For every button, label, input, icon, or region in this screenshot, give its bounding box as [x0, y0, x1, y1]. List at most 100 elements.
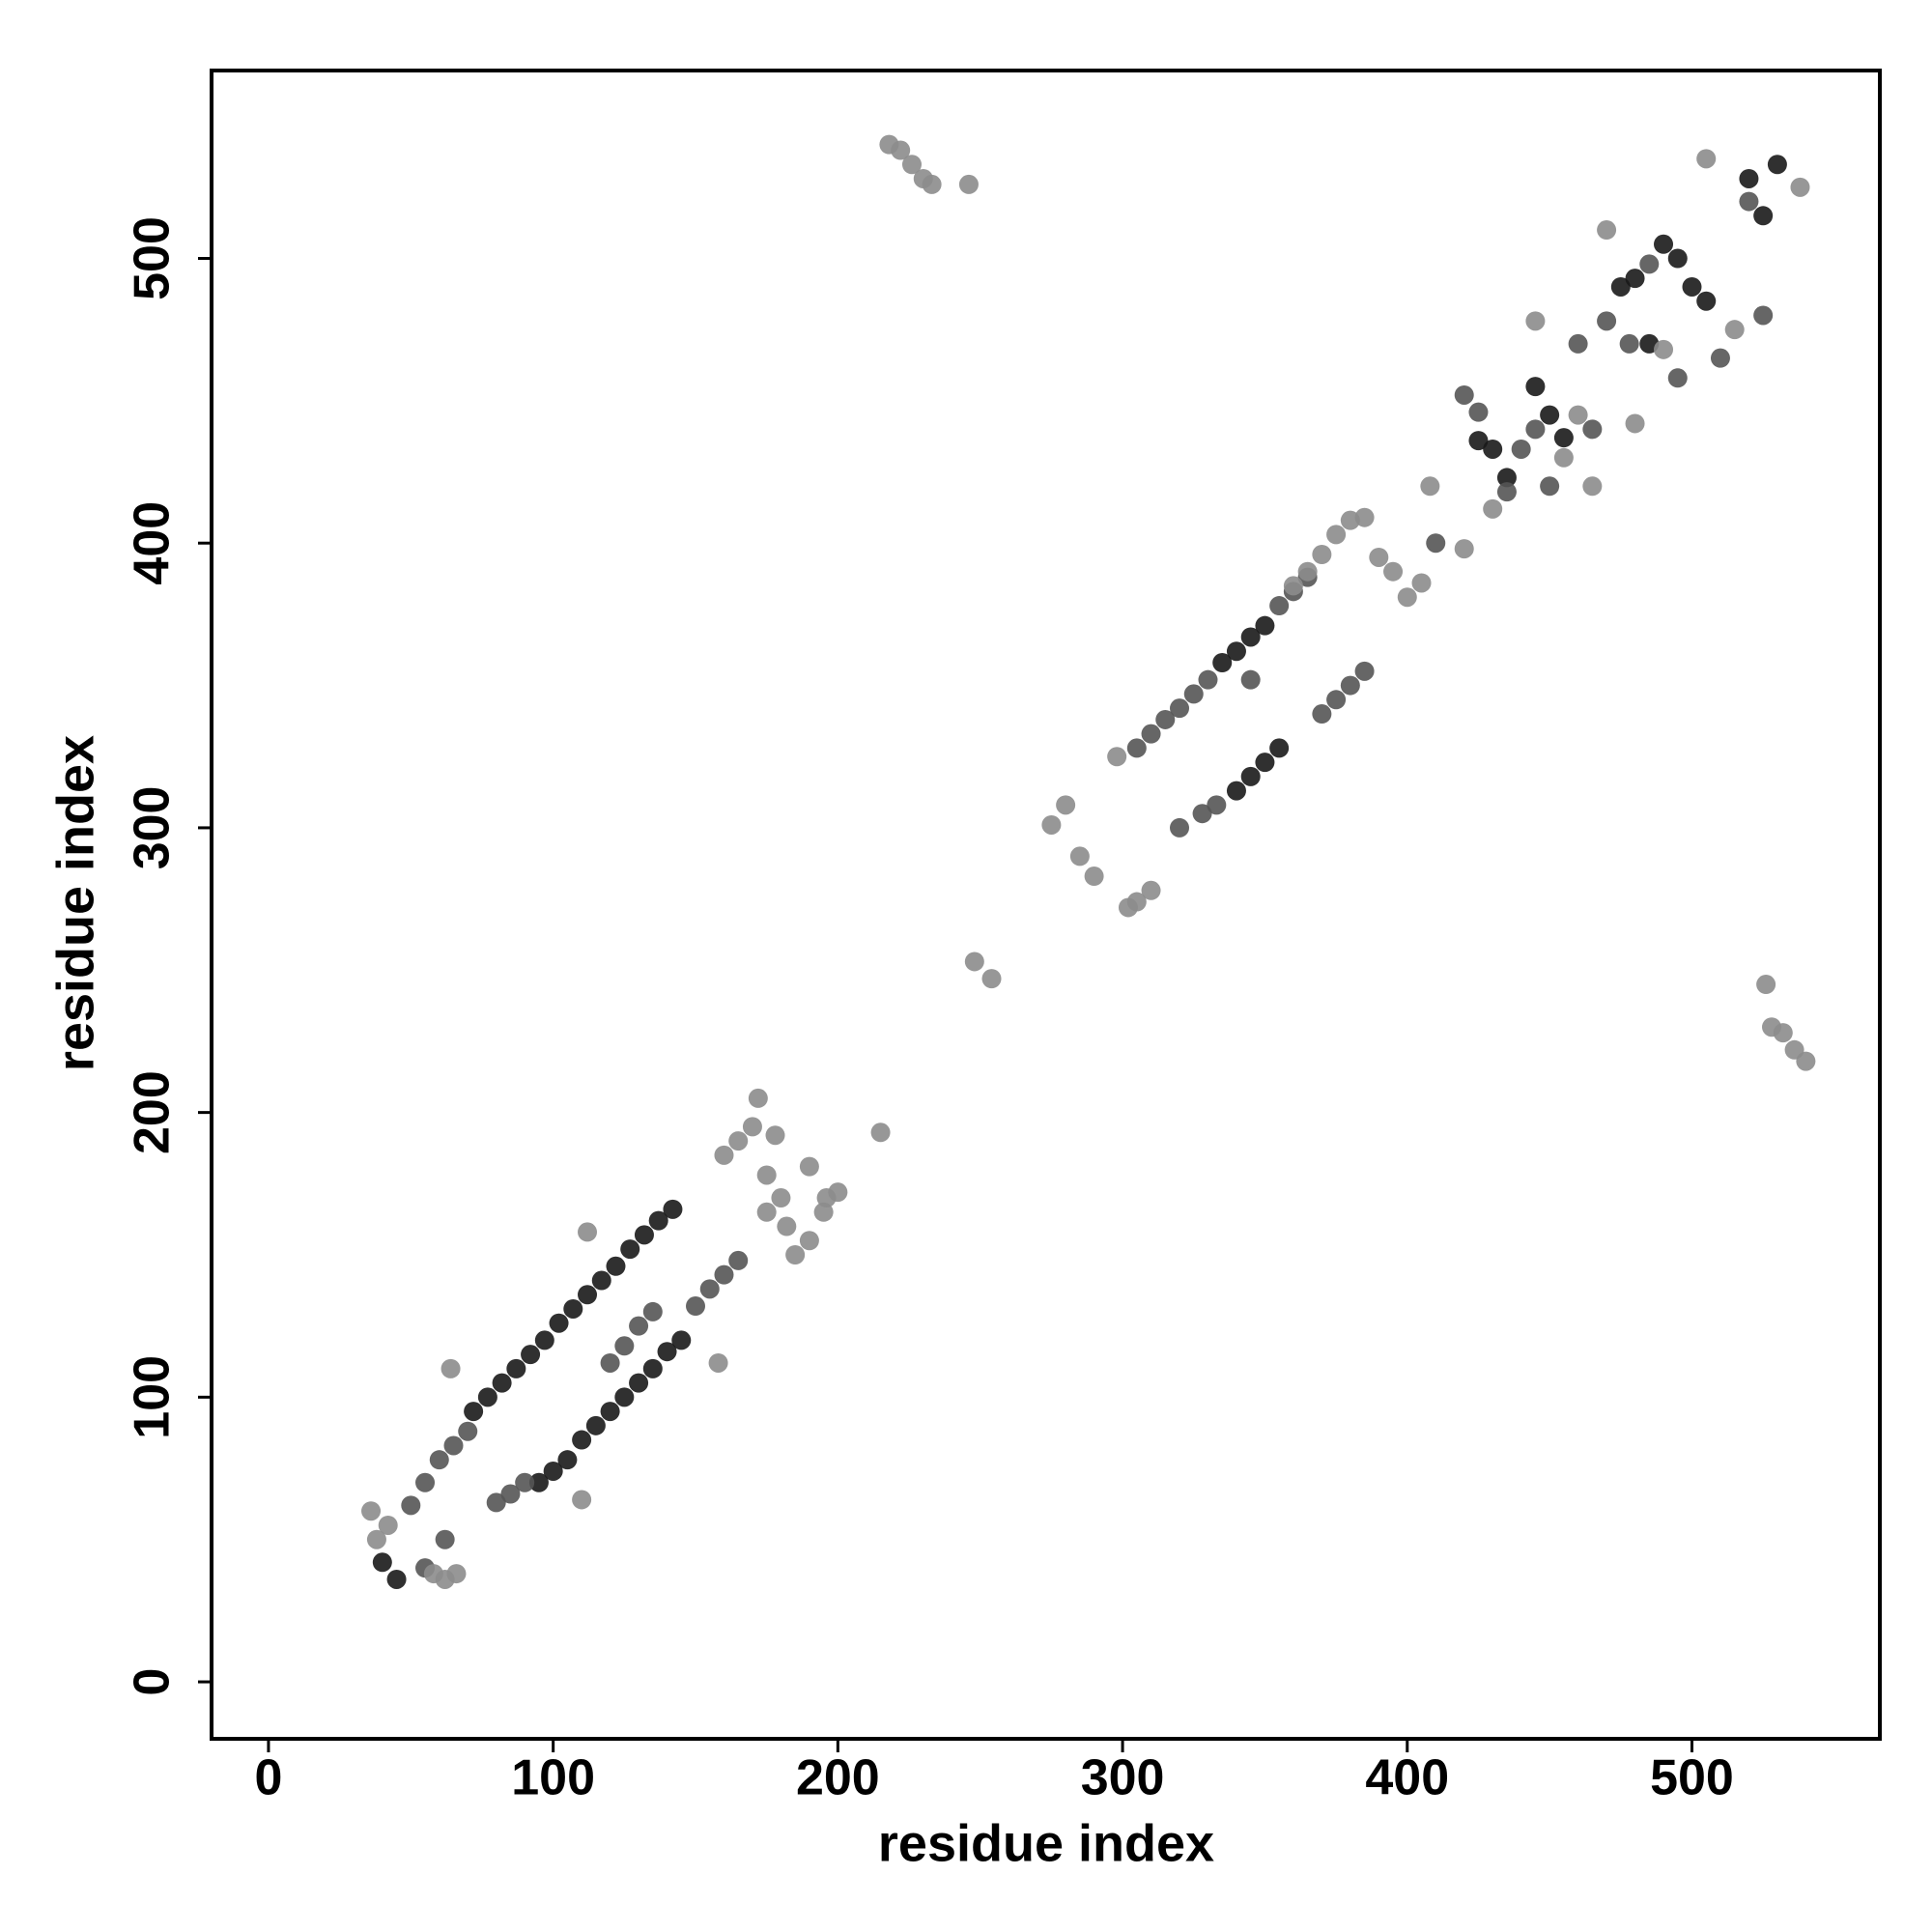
point [591, 1270, 611, 1291]
point [771, 1188, 791, 1208]
point [1597, 311, 1617, 331]
point [1340, 675, 1360, 696]
point [606, 1256, 626, 1276]
point [1654, 339, 1674, 359]
point [1141, 724, 1161, 744]
point [500, 1484, 521, 1504]
plot-frame [210, 69, 1882, 1741]
point [1454, 539, 1474, 559]
point [1468, 431, 1489, 451]
x-tick-label: 0 [254, 1750, 282, 1806]
point [891, 140, 911, 160]
point [765, 1125, 785, 1146]
y-tick-label: 0 [125, 1668, 181, 1696]
point [401, 1495, 421, 1516]
point [1639, 254, 1660, 274]
point [1753, 206, 1774, 226]
point [1696, 149, 1717, 169]
point [663, 1199, 683, 1219]
point [1696, 291, 1717, 311]
point [756, 1165, 777, 1185]
point [563, 1298, 583, 1319]
point [1183, 684, 1204, 704]
point [748, 1088, 768, 1108]
point [629, 1373, 649, 1393]
point [1240, 627, 1261, 647]
point [828, 1182, 848, 1203]
point [1753, 305, 1774, 326]
point [1141, 880, 1161, 900]
point [1107, 747, 1127, 767]
point [372, 1552, 392, 1573]
point [1312, 704, 1332, 724]
point [1525, 377, 1546, 397]
point [714, 1264, 734, 1285]
point [549, 1313, 569, 1333]
point [728, 1250, 749, 1270]
point [1354, 661, 1375, 681]
point [1582, 419, 1603, 440]
x-tick-label: 400 [1365, 1750, 1449, 1806]
point [600, 1352, 620, 1373]
y-tick-label: 500 [125, 216, 181, 300]
point [1255, 753, 1275, 773]
point [620, 1239, 640, 1260]
y-tick-label: 100 [125, 1355, 181, 1439]
point [648, 1210, 668, 1231]
point [492, 1373, 512, 1393]
point [1426, 533, 1446, 554]
point [1041, 814, 1062, 835]
point [435, 1529, 455, 1549]
point [506, 1358, 526, 1378]
x-tick-label: 500 [1650, 1750, 1734, 1806]
point [1610, 276, 1631, 297]
point [1483, 498, 1503, 519]
point [1207, 795, 1227, 815]
point [785, 1244, 806, 1264]
x-axis-title: residue index [878, 1814, 1214, 1872]
point [777, 1216, 797, 1236]
point [1170, 817, 1190, 838]
point [1625, 269, 1645, 289]
point [1710, 348, 1730, 368]
point [415, 1472, 436, 1492]
point [1226, 641, 1246, 662]
point [1654, 234, 1674, 254]
point [1756, 975, 1776, 995]
y-tick-label: 300 [125, 786, 181, 870]
point [1553, 447, 1574, 468]
point [742, 1117, 762, 1137]
point [799, 1156, 819, 1177]
point [361, 1501, 382, 1521]
point [799, 1231, 819, 1251]
point [1540, 405, 1560, 425]
point [634, 1225, 654, 1245]
point [429, 1450, 449, 1470]
point [528, 1472, 549, 1492]
point [1056, 795, 1076, 815]
point [1724, 320, 1745, 340]
point [572, 1430, 592, 1450]
point [1483, 439, 1503, 459]
x-tick-label: 300 [1081, 1750, 1165, 1806]
point [578, 1222, 598, 1242]
point [901, 155, 922, 175]
point [1192, 804, 1212, 824]
point [386, 1569, 407, 1589]
point [1212, 652, 1233, 672]
point [1568, 333, 1588, 354]
point [458, 1421, 478, 1441]
point [1454, 384, 1474, 405]
point [1597, 220, 1617, 241]
point [1525, 419, 1546, 440]
point [378, 1515, 398, 1535]
x-tick-label: 100 [511, 1750, 595, 1806]
point [1326, 690, 1347, 710]
point [1297, 561, 1318, 582]
point [1069, 846, 1090, 867]
point [1625, 413, 1645, 434]
point [521, 1345, 541, 1365]
point [443, 1435, 464, 1456]
point [1226, 781, 1246, 801]
